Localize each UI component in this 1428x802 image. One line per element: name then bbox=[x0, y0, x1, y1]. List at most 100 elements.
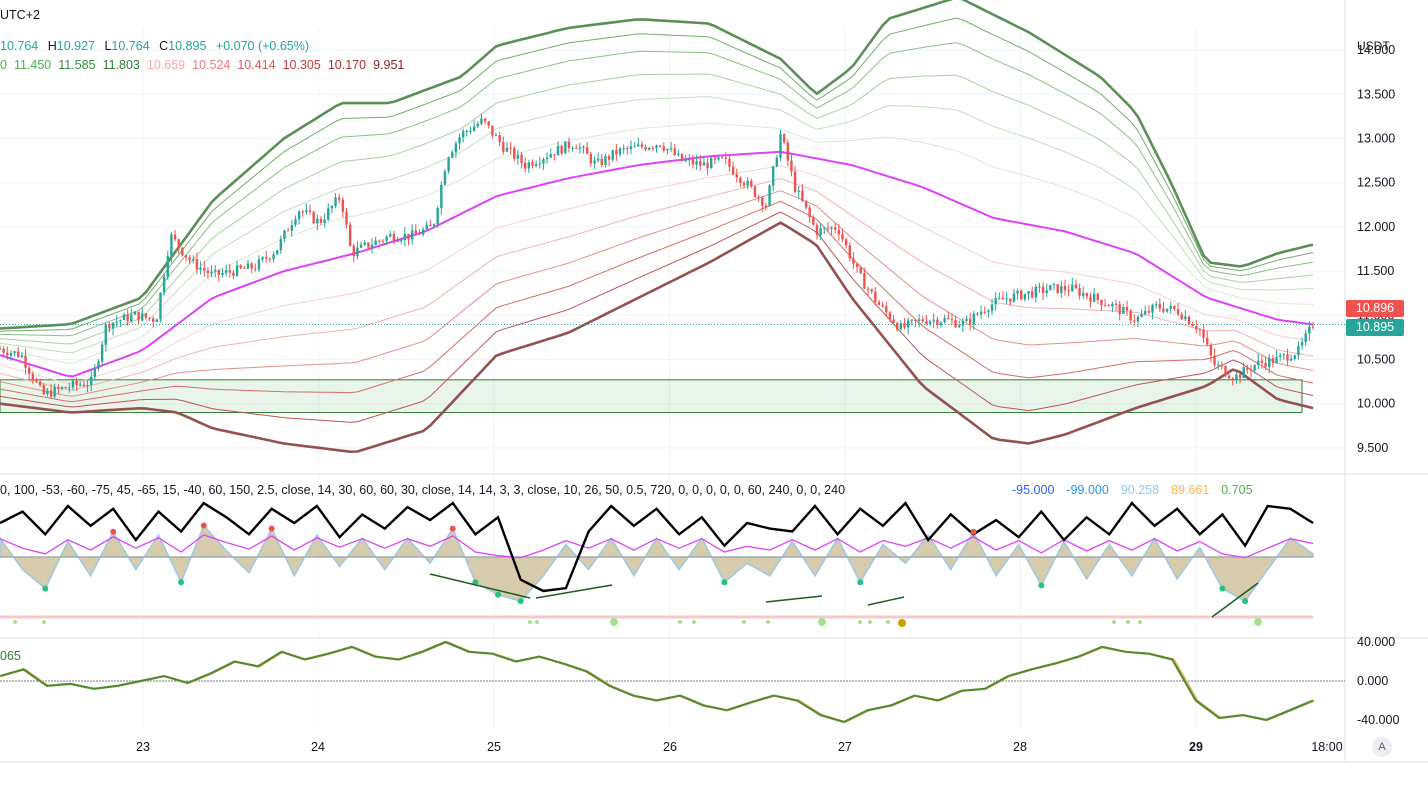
candle-body bbox=[651, 147, 655, 149]
candle-body bbox=[487, 121, 490, 126]
candle-body bbox=[378, 240, 381, 242]
osc2-tick: 40.000 bbox=[1357, 635, 1395, 649]
candle-body bbox=[6, 352, 9, 356]
candle-body bbox=[527, 162, 531, 169]
candle-body bbox=[1238, 374, 1242, 378]
candle-body bbox=[301, 211, 304, 213]
candle-body bbox=[410, 230, 414, 240]
signal-dot bbox=[721, 579, 728, 586]
upper-band-line bbox=[0, 42, 1314, 337]
candle-body bbox=[432, 224, 436, 227]
candle-body bbox=[374, 240, 377, 245]
price-tick: 13.500 bbox=[1357, 87, 1395, 101]
band-values-legend: 0 11.450 11.585 11.803 10.659 10.524 10.414 10.… bbox=[0, 58, 411, 72]
candle-body bbox=[779, 134, 782, 158]
candle-body bbox=[257, 259, 261, 270]
osc2-tick: -40.000 bbox=[1357, 713, 1399, 727]
osc-value-0: -95.000 bbox=[1012, 483, 1055, 497]
candle-body bbox=[1107, 305, 1110, 307]
candle-body bbox=[604, 156, 607, 165]
bottom-marker bbox=[858, 620, 862, 624]
candle-body bbox=[46, 390, 49, 394]
candle-body bbox=[173, 234, 177, 240]
candle-body bbox=[1114, 303, 1118, 305]
signal-dot bbox=[1242, 598, 1249, 605]
time-label: 23 bbox=[136, 740, 150, 754]
candle-body bbox=[775, 157, 779, 167]
candle-body bbox=[49, 390, 53, 397]
candle-body bbox=[556, 146, 560, 156]
candle-body bbox=[852, 258, 855, 264]
candle-body bbox=[348, 224, 352, 246]
candle-body bbox=[1173, 305, 1176, 310]
candle-body bbox=[881, 305, 884, 307]
candle-body bbox=[188, 257, 191, 261]
candle-body bbox=[1220, 364, 1224, 367]
price-tick: 12.000 bbox=[1357, 220, 1395, 234]
upper-band-line bbox=[0, 17, 1314, 332]
price-tick: 10.000 bbox=[1357, 397, 1395, 411]
candle-body bbox=[1078, 287, 1081, 296]
candle-body bbox=[961, 321, 965, 326]
osc-value-3: 89.661 bbox=[1171, 483, 1210, 497]
candle-body bbox=[330, 205, 334, 209]
ohlc-low: 10.764 bbox=[111, 39, 150, 53]
candle-body bbox=[359, 244, 363, 248]
candle-body bbox=[947, 318, 950, 320]
candle-body bbox=[1049, 285, 1052, 291]
candle-body bbox=[979, 311, 983, 315]
candle-body bbox=[509, 147, 512, 149]
candle-body bbox=[618, 148, 622, 155]
candle-body bbox=[567, 141, 571, 149]
candle-body bbox=[1027, 291, 1030, 294]
candle-body bbox=[1271, 358, 1275, 364]
candle-body bbox=[640, 144, 644, 148]
candle-body bbox=[1096, 293, 1100, 300]
candle-body bbox=[13, 351, 16, 354]
candle-body bbox=[461, 131, 465, 138]
candle-body bbox=[283, 230, 286, 239]
signal-dot bbox=[857, 579, 864, 586]
candle-body bbox=[454, 143, 458, 153]
candle-body bbox=[863, 273, 866, 289]
candle-body bbox=[772, 166, 775, 186]
signal-dot bbox=[200, 522, 207, 529]
signal-dot bbox=[970, 528, 977, 535]
candle-body bbox=[24, 355, 27, 368]
lower-band-line bbox=[0, 211, 1314, 423]
candle-body bbox=[370, 244, 374, 248]
candle-body bbox=[308, 210, 312, 212]
candle-body bbox=[35, 379, 38, 382]
candle-body bbox=[243, 267, 246, 269]
candle-body bbox=[793, 171, 797, 192]
candle-body bbox=[396, 241, 399, 243]
upper-band-line bbox=[0, 0, 1314, 330]
candle-body bbox=[976, 313, 979, 315]
bottom-marker bbox=[766, 620, 770, 624]
candle-body bbox=[1289, 358, 1293, 361]
upper-band-line bbox=[0, 73, 1314, 345]
candle-body bbox=[1041, 286, 1045, 293]
candle-body bbox=[199, 267, 202, 270]
time-label: 26 bbox=[663, 740, 677, 754]
candle-body bbox=[823, 227, 826, 229]
candle-body bbox=[896, 323, 899, 330]
oscillator-pink bbox=[0, 534, 1314, 559]
candle-body bbox=[213, 269, 217, 272]
auto-scale-button[interactable]: A bbox=[1372, 737, 1392, 757]
candle-body bbox=[1184, 316, 1187, 319]
candle-body bbox=[1144, 310, 1147, 315]
candle-body bbox=[928, 321, 932, 324]
candle-body bbox=[1253, 365, 1256, 371]
candle-body bbox=[943, 318, 946, 323]
candle-body bbox=[1045, 290, 1048, 293]
candle-body bbox=[593, 160, 596, 164]
candle-body bbox=[31, 373, 35, 380]
divergence-line bbox=[1211, 582, 1259, 618]
price-tick: 10.500 bbox=[1357, 353, 1395, 367]
candle-body bbox=[1165, 308, 1169, 312]
candle-body bbox=[586, 147, 589, 154]
candle-body bbox=[1180, 314, 1183, 319]
candle-body bbox=[130, 314, 133, 322]
